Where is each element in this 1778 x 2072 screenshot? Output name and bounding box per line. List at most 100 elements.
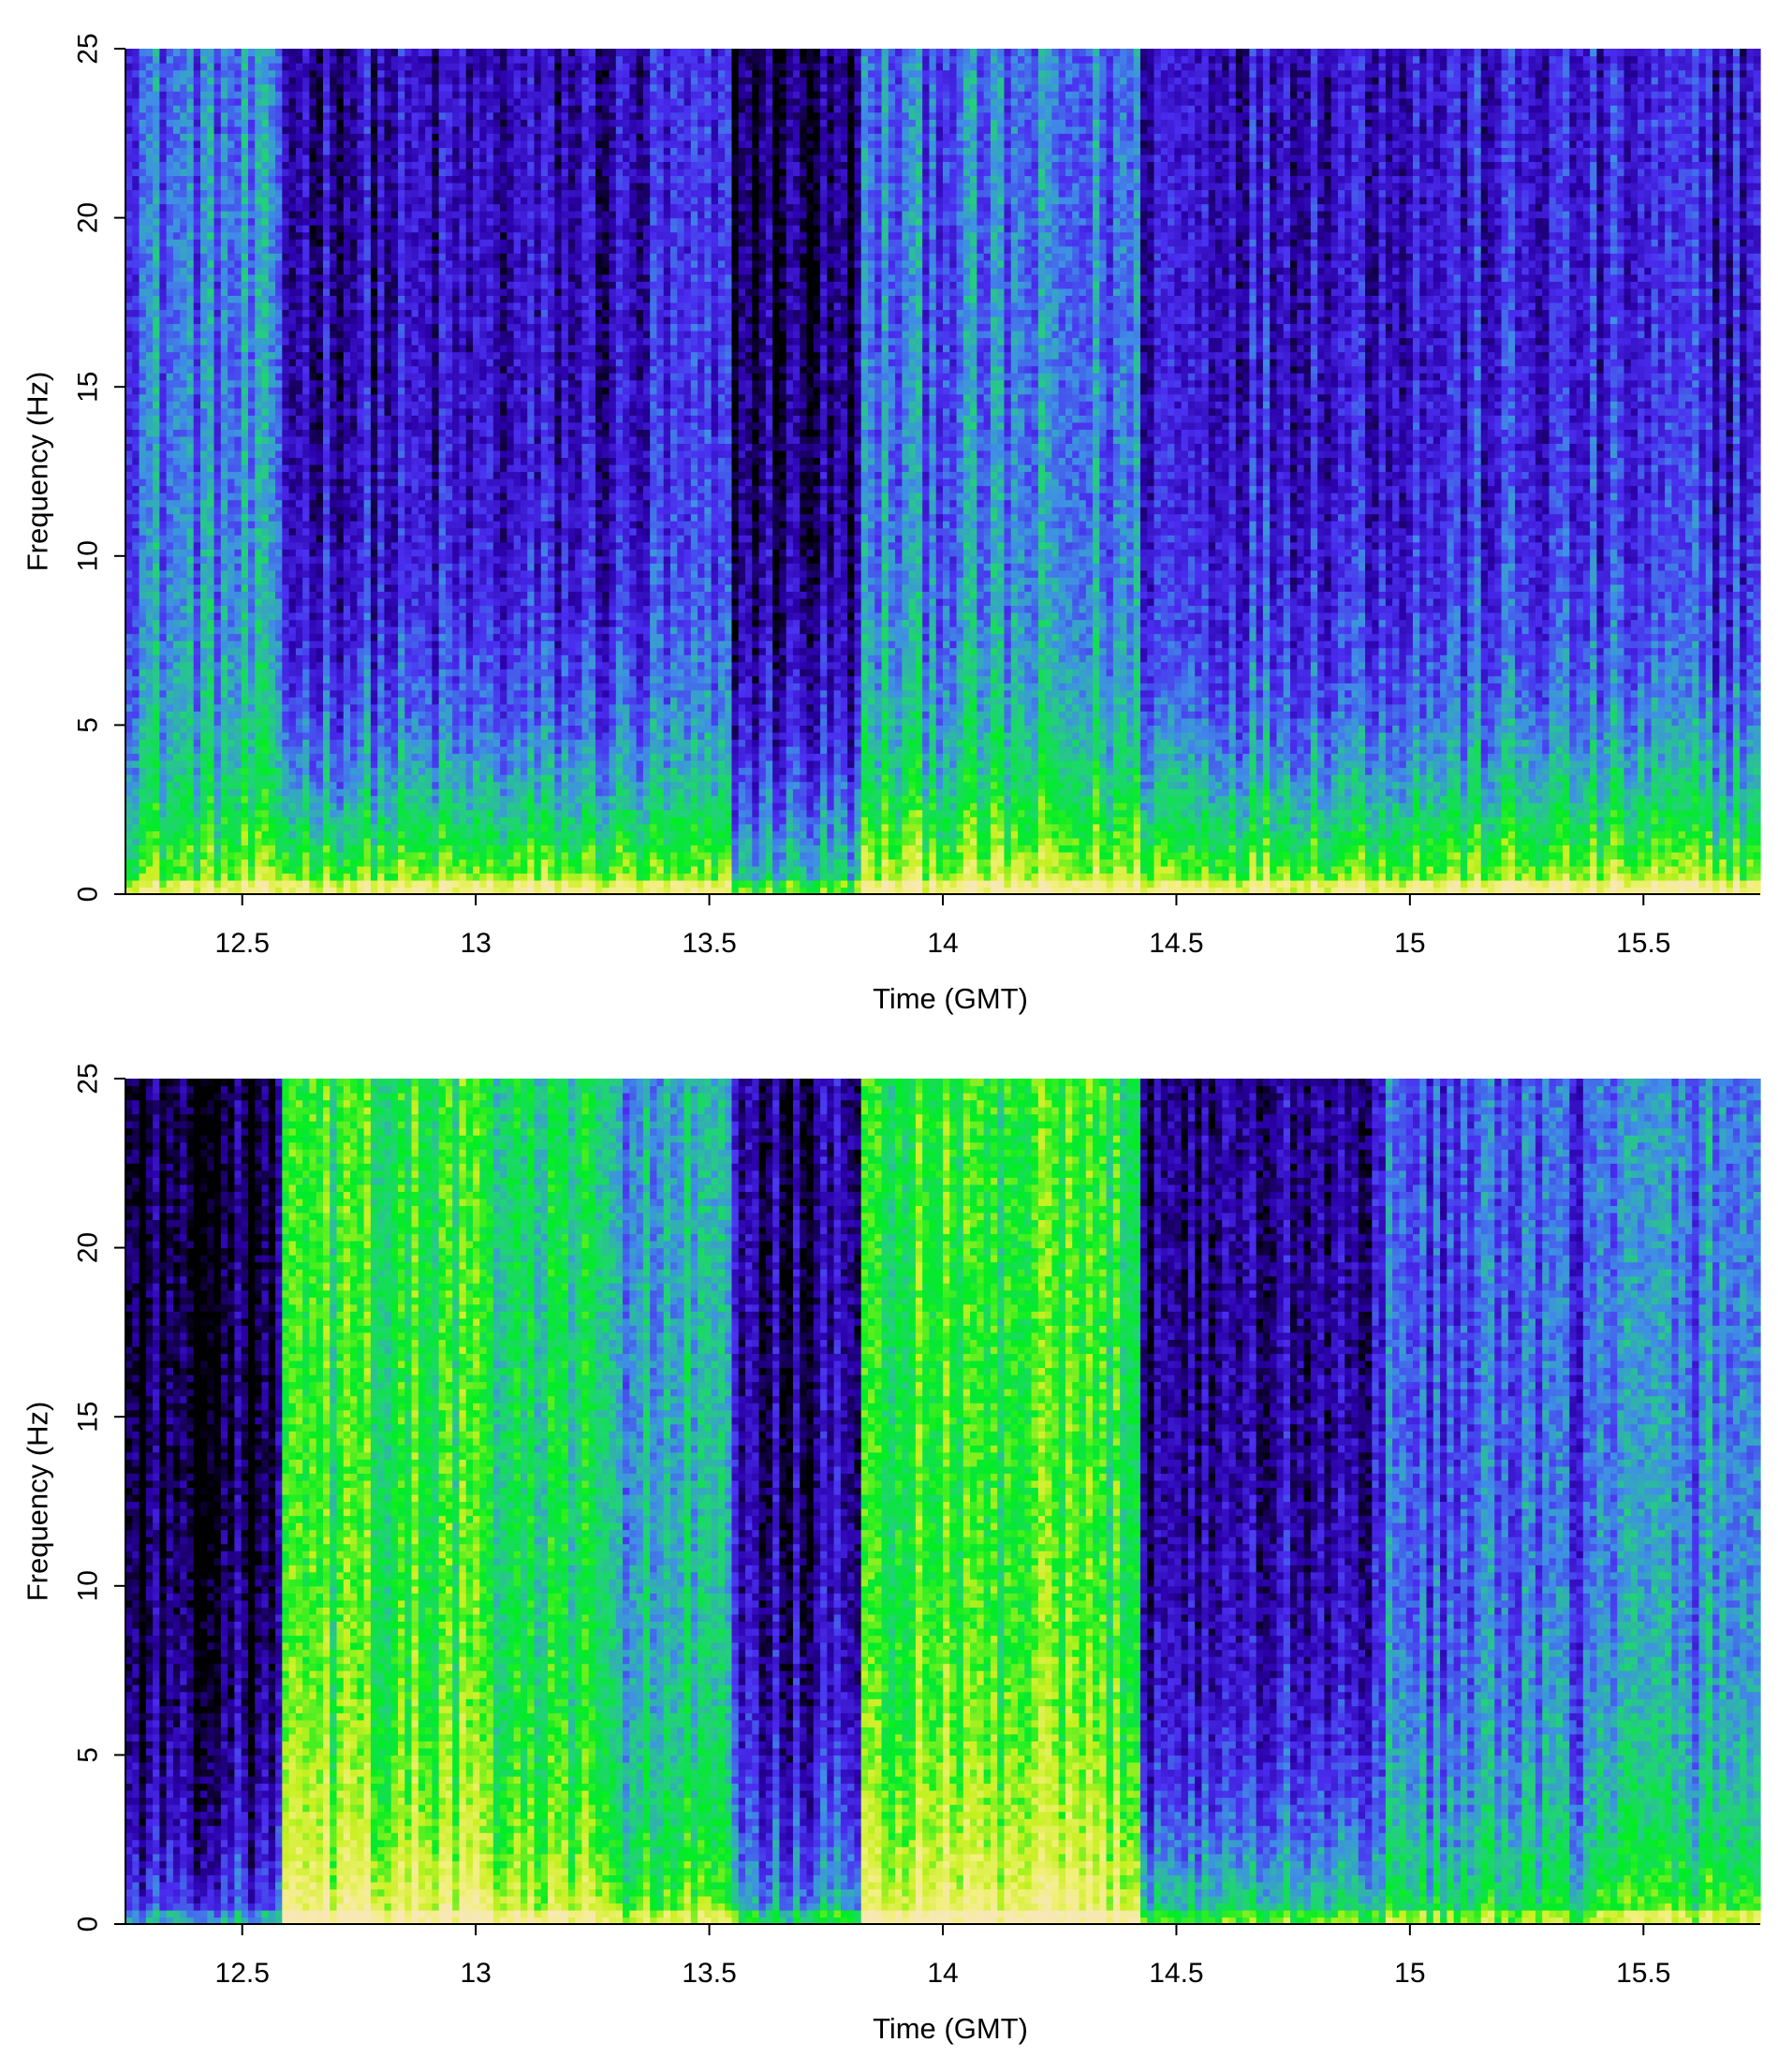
- heatmap-cell: [398, 541, 405, 550]
- heatmap-cell: [275, 387, 283, 395]
- heatmap-cell: [357, 154, 365, 163]
- heatmap-cell: [404, 387, 413, 395]
- heatmap-cell: [377, 569, 386, 578]
- heatmap-cell: [275, 555, 283, 564]
- heatmap-cell: [132, 105, 140, 113]
- heatmap-cell: [166, 563, 174, 571]
- heatmap-cell: [125, 683, 133, 691]
- heatmap-cell: [241, 55, 249, 64]
- heatmap-cell: [255, 865, 263, 874]
- heatmap-cell: [132, 133, 140, 141]
- heatmap-cell: [241, 259, 249, 268]
- heatmap-cell: [398, 301, 405, 311]
- heatmap-cell: [357, 597, 365, 607]
- heatmap-cell: [398, 281, 405, 289]
- heatmap-cell: [132, 485, 140, 493]
- heatmap-cell: [255, 774, 263, 783]
- heatmap-cell: [139, 633, 147, 641]
- heatmap-cell: [172, 689, 181, 698]
- heatmap-cell: [261, 471, 270, 479]
- heatmap-cell: [268, 597, 276, 607]
- heatmap-cell: [302, 499, 311, 507]
- heatmap-cell: [153, 865, 160, 874]
- heatmap-cell: [153, 379, 160, 388]
- heatmap-cell: [384, 513, 392, 522]
- heatmap-cell: [370, 541, 378, 550]
- heatmap-cell: [330, 337, 338, 345]
- heatmap-cell: [261, 669, 270, 677]
- heatmap-cell: [241, 816, 249, 825]
- heatmap-cell: [370, 647, 378, 655]
- heatmap-cell: [288, 513, 297, 522]
- heatmap-cell: [247, 211, 256, 219]
- heatmap-cell: [363, 555, 372, 564]
- heatmap-cell: [213, 111, 222, 120]
- heatmap-cell: [132, 63, 140, 71]
- heatmap-cell: [357, 211, 365, 219]
- heatmap-cell: [234, 119, 242, 127]
- heatmap-cell: [247, 217, 256, 226]
- heatmap-cell: [139, 795, 147, 803]
- heatmap-cell: [125, 865, 133, 874]
- heatmap-cell: [261, 69, 270, 78]
- heatmap-cell: [200, 555, 208, 564]
- heatmap-cell: [139, 809, 147, 817]
- heatmap-cell: [166, 675, 174, 683]
- heatmap-cell: [322, 499, 331, 507]
- heatmap-cell: [350, 809, 358, 817]
- heatmap-cell: [132, 697, 140, 705]
- heatmap-cell: [145, 133, 154, 141]
- heatmap-cell: [330, 563, 338, 571]
- heatmap-cell: [153, 77, 160, 85]
- heatmap-cell: [370, 337, 378, 345]
- heatmap-cell: [132, 591, 140, 599]
- heatmap-cell: [322, 767, 331, 775]
- heatmap-cell: [255, 253, 263, 261]
- heatmap-cell: [228, 675, 236, 683]
- heatmap-cell: [220, 478, 228, 487]
- heatmap-cell: [241, 697, 249, 705]
- heatmap-cell: [316, 337, 324, 345]
- heatmap-cell: [145, 111, 154, 120]
- heatmap-cell: [302, 774, 311, 783]
- heatmap-cell: [370, 105, 378, 113]
- heatmap-cell: [132, 640, 140, 649]
- heatmap-cell: [145, 583, 154, 593]
- heatmap-cell: [261, 365, 270, 374]
- heatmap-cell: [180, 281, 188, 289]
- heatmap-cell: [336, 725, 345, 733]
- heatmap-cell: [384, 239, 392, 247]
- heatmap-cell: [255, 669, 263, 677]
- heatmap-cell: [247, 443, 256, 451]
- heatmap-cell: [180, 717, 188, 727]
- heatmap-cell: [390, 809, 399, 817]
- heatmap-cell: [207, 189, 215, 198]
- heatmap-cell: [207, 373, 215, 381]
- heatmap-cell: [398, 111, 405, 120]
- heatmap-cell: [377, 725, 386, 733]
- heatmap-cell: [213, 287, 222, 296]
- heatmap-cell: [282, 781, 290, 789]
- heatmap-cell: [220, 837, 228, 845]
- heatmap-cell: [200, 859, 208, 867]
- heatmap-cell: [228, 407, 236, 416]
- heatmap-cell: [172, 745, 181, 755]
- heatmap-cell: [125, 217, 133, 226]
- heatmap-cell: [166, 669, 174, 677]
- heatmap-cell: [228, 816, 236, 825]
- heatmap-cell: [241, 197, 249, 205]
- heatmap-cell: [145, 273, 154, 282]
- heatmap-cell: [220, 873, 228, 881]
- heatmap-cell: [295, 443, 303, 451]
- heatmap-cell: [384, 443, 392, 451]
- heatmap-cell: [275, 597, 283, 607]
- heatmap-cell: [363, 583, 372, 593]
- heatmap-cell: [343, 273, 351, 282]
- heatmap-cell: [336, 345, 345, 353]
- heatmap-cell: [377, 859, 386, 867]
- heatmap-cell: [193, 316, 201, 325]
- heatmap-cell: [234, 91, 242, 99]
- heatmap-cell: [220, 231, 228, 240]
- heatmap-cell: [390, 555, 399, 564]
- heatmap-cell: [398, 91, 405, 99]
